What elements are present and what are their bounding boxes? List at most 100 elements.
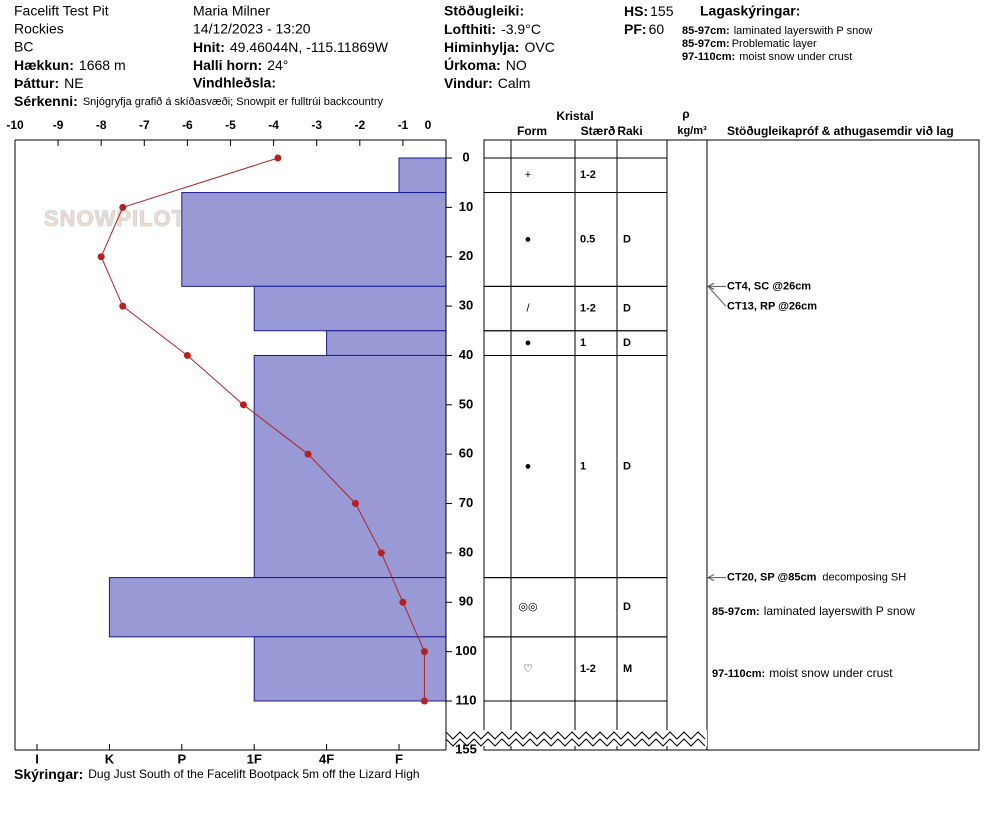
value: 155 bbox=[650, 3, 674, 19]
pf: PF: 60 bbox=[624, 21, 664, 37]
temperature-point bbox=[377, 549, 385, 557]
temperature-point bbox=[304, 450, 312, 458]
x-tick-label: -3 bbox=[311, 118, 322, 132]
form-header: Form bbox=[517, 124, 547, 138]
hardness-bar bbox=[253, 285, 447, 332]
label: Hækkun: bbox=[14, 57, 74, 73]
x-tick-label: -8 bbox=[96, 118, 107, 132]
moisture: D bbox=[623, 302, 631, 314]
test-arrow bbox=[707, 286, 727, 307]
temperature-point bbox=[420, 648, 428, 656]
grain-form: ● bbox=[525, 337, 532, 349]
temperature-point bbox=[239, 401, 247, 409]
x-tick-label: -7 bbox=[139, 118, 150, 132]
hardness-label: P bbox=[177, 751, 186, 766]
y-tick-label: 40 bbox=[459, 347, 473, 362]
temperature-point bbox=[97, 253, 105, 261]
label: Halli horn: bbox=[193, 57, 262, 73]
air-temp: Lofthiti: -3.9°C bbox=[444, 21, 541, 37]
hardness-label: 1F bbox=[247, 751, 262, 766]
wind: Vindur: Calm bbox=[444, 75, 530, 91]
value: -3.9°C bbox=[501, 21, 541, 37]
y-tick-label: 60 bbox=[459, 446, 473, 461]
hardness-bar bbox=[398, 157, 447, 194]
coords: Hnit: 49.46044N, -115.11869W bbox=[193, 39, 389, 55]
moisture: D bbox=[623, 233, 631, 245]
range: 85-97cm: bbox=[682, 38, 730, 50]
hardness-label: I bbox=[35, 751, 39, 766]
hardness-bar bbox=[181, 192, 447, 287]
label: Skýringar: bbox=[14, 766, 83, 782]
temperature-point bbox=[119, 302, 127, 310]
table-frame bbox=[483, 139, 980, 751]
comment-text: moist snow under crust bbox=[769, 666, 893, 680]
y-tick-label: 90 bbox=[459, 594, 473, 609]
test-result: CT4, SC @26cm bbox=[727, 280, 811, 292]
layer-note: 97-110cm: moist snow under crust bbox=[682, 51, 852, 63]
range: 85-97cm: bbox=[682, 25, 730, 37]
hs: HS: 155 bbox=[624, 3, 674, 19]
test-text: CT4, SC @26cm bbox=[727, 280, 811, 292]
text: laminated layerswith P snow bbox=[734, 25, 873, 37]
layer-comment: 97-110cm: moist snow under crust bbox=[712, 666, 893, 680]
text: Problematic layer bbox=[732, 38, 817, 50]
value: 49.46044N, -115.11869W bbox=[230, 39, 389, 55]
test-text: CT20, SP @85cm bbox=[727, 571, 817, 583]
hardness-bar bbox=[326, 330, 447, 356]
site: Facelift Test Pit bbox=[14, 3, 109, 19]
value: 1668 m bbox=[79, 57, 126, 73]
x-tick-label: -1 bbox=[398, 118, 409, 132]
rho-header: ρ bbox=[682, 107, 689, 121]
y-tick-label: 110 bbox=[456, 692, 477, 707]
value: 60 bbox=[649, 21, 665, 37]
value: NO bbox=[506, 57, 527, 73]
temperature-point bbox=[183, 351, 191, 359]
hardness-bar bbox=[253, 354, 447, 579]
temperature-point bbox=[420, 697, 428, 705]
hardness-label: K bbox=[105, 751, 115, 766]
x-tick-label: 0 bbox=[425, 118, 432, 132]
hardness-bar bbox=[253, 636, 447, 702]
test-note: decomposing SH bbox=[822, 571, 906, 583]
x-tick-label: -10 bbox=[6, 118, 24, 132]
x-tick-label: -5 bbox=[225, 118, 236, 132]
hardness-label: 4F bbox=[319, 751, 334, 766]
moisture: D bbox=[623, 337, 631, 349]
layer-note: 85-97cm: laminated layerswith P snow bbox=[682, 25, 872, 37]
grain-size: 1-2 bbox=[580, 663, 596, 675]
y-tick-label: 70 bbox=[459, 495, 473, 510]
grain-form: ◎◎ bbox=[518, 601, 537, 613]
temperature-point bbox=[399, 598, 407, 606]
moisture: D bbox=[623, 601, 631, 613]
axis-break bbox=[445, 738, 706, 747]
grain-form: + bbox=[525, 169, 531, 181]
frames bbox=[14, 139, 980, 751]
test-result: CT13, RP @26cm bbox=[727, 300, 817, 312]
y-tick-label: 10 bbox=[459, 199, 473, 214]
slope: Halli horn: 24° bbox=[193, 57, 288, 73]
axis-break bbox=[445, 731, 706, 740]
x-tick-label: -9 bbox=[53, 118, 64, 132]
value: Calm bbox=[498, 75, 531, 91]
datetime: 14/12/2023 - 13:20 bbox=[193, 21, 311, 37]
layer-notes-title: Lagaskýringar: bbox=[700, 3, 800, 19]
comments-header: Stöðugleikapróf & athugasemdir við lag bbox=[727, 124, 954, 138]
test-result: CT20, SP @85cm decomposing SH bbox=[727, 571, 906, 583]
grain-size: 1 bbox=[580, 460, 586, 472]
y-tick-label: 20 bbox=[459, 248, 473, 263]
label: Vindur: bbox=[444, 75, 493, 91]
wind-loading: Vindhleðsla: bbox=[193, 75, 276, 91]
temperature-point bbox=[119, 203, 127, 211]
grain-form: ♡ bbox=[523, 663, 533, 675]
y-tick-label: 50 bbox=[459, 396, 473, 411]
grain-size: 1-2 bbox=[580, 302, 596, 314]
value: Dug Just South of the Facelift Bootpack … bbox=[88, 767, 419, 781]
hardness-bar bbox=[108, 577, 447, 638]
layer-comment: 85-97cm: laminated layerswith P snow bbox=[712, 604, 915, 618]
temperature-point bbox=[351, 500, 359, 508]
y-tick-label: 100 bbox=[455, 643, 477, 658]
moisture: M bbox=[623, 663, 632, 675]
range: 97-110cm: bbox=[682, 51, 735, 63]
label: Himinhylja: bbox=[444, 39, 519, 55]
arrow-head bbox=[706, 282, 715, 290]
